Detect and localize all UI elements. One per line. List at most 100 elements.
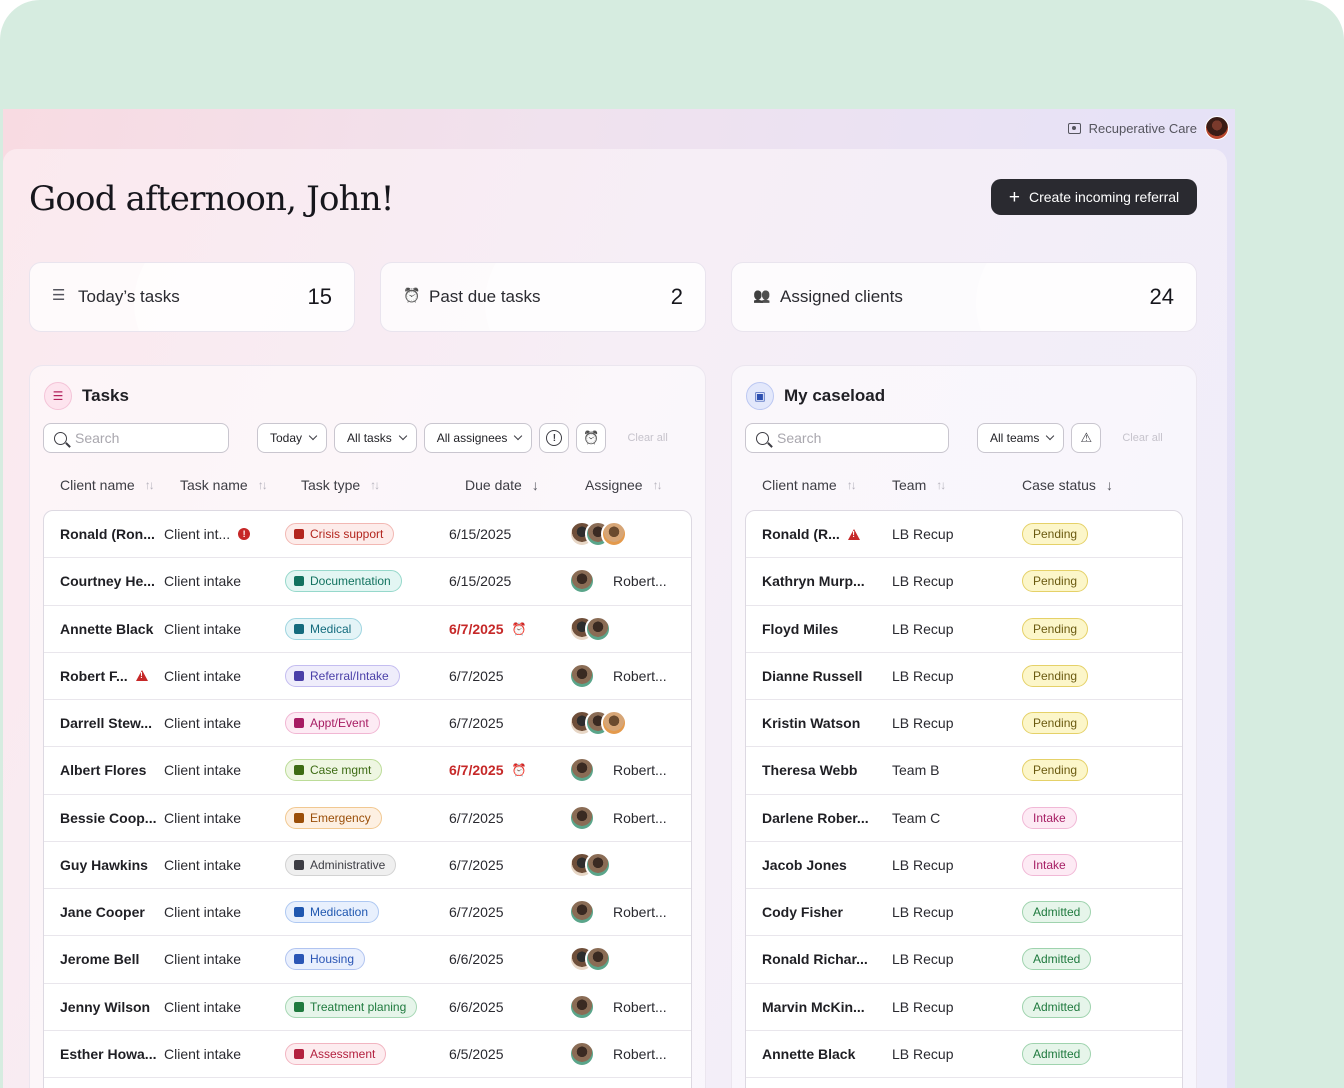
client-name[interactable]: Cody Fisher	[762, 904, 843, 921]
avatar[interactable]	[585, 946, 611, 973]
client-name[interactable]: Ronald Richar...	[762, 951, 868, 968]
tasks-search-input[interactable]: Search	[43, 423, 229, 453]
create-referral-button[interactable]: + Create incoming referral	[991, 179, 1197, 215]
case-status-cell: Pending	[1022, 617, 1162, 640]
table-row[interactable]: Darrell Stew... Client intake Appt/Event 6/…	[44, 700, 691, 748]
client-name[interactable]: Annette Black	[60, 620, 154, 637]
client-name[interactable]: Kathryn Murp...	[762, 573, 865, 590]
table-row[interactable]: Annette Black Client intake Medical 6/7/202…	[44, 606, 691, 653]
avatar[interactable]	[601, 521, 627, 548]
col-task-type[interactable]: Task type ↑↓	[301, 477, 380, 493]
stat-todays-tasks[interactable]: Today’s tasks 15	[29, 262, 355, 332]
table-row[interactable]: Guy Hawkins Client intake Administrative 6/…	[44, 842, 691, 889]
warning-filter-button[interactable]: ⚠	[1071, 423, 1102, 453]
client-name[interactable]: Esther Howa...	[60, 1045, 157, 1062]
client-name[interactable]: Theresa Webb	[762, 762, 858, 779]
avatar[interactable]	[601, 710, 627, 737]
client-name[interactable]: Jerome Bell	[60, 951, 140, 968]
stat-past-due-tasks[interactable]: Past due tasks 2	[380, 262, 706, 332]
table-row[interactable]: Ronald Richar... LB Recup Admitted	[746, 936, 1182, 984]
table-row[interactable]: Jacob Jones LB Recup Intake	[746, 842, 1182, 889]
task-name[interactable]: Client intake	[164, 573, 242, 590]
col-client-name[interactable]: Client name ↑↓	[762, 477, 857, 493]
task-name[interactable]: Client intake	[164, 762, 242, 779]
user-avatar[interactable]	[1205, 116, 1229, 140]
assignee-filter-dropdown[interactable]: All assignees	[423, 423, 533, 453]
avatar[interactable]	[569, 757, 595, 784]
task-name[interactable]: Client intake	[164, 667, 242, 684]
col-assignee[interactable]: Assignee ↑↓	[585, 477, 663, 493]
col-client-name[interactable]: Client name ↑↓	[60, 477, 155, 493]
client-name[interactable]: Bessie Coop...	[60, 809, 157, 826]
client-name[interactable]: Annette Black	[762, 1045, 856, 1062]
caseload-search-input[interactable]: Search	[745, 423, 949, 453]
client-name[interactable]: Dianne Russell	[762, 667, 863, 684]
stat-assigned-clients[interactable]: Assigned clients 24	[731, 262, 1197, 332]
table-row[interactable]: Jenny Wilson Client intake Treatment plani…	[44, 984, 691, 1031]
task-filter-dropdown[interactable]: All tasks	[334, 423, 417, 453]
task-name[interactable]: Client intake	[164, 1045, 242, 1062]
col-due-date[interactable]: Due date ↓	[465, 477, 539, 493]
avatar[interactable]	[569, 804, 595, 831]
task-name[interactable]: Client intake	[164, 620, 242, 637]
table-row[interactable]: Bessie Coop... Client intake Emergency 6/7/…	[44, 795, 691, 842]
org-name[interactable]: Recuperative Care	[1088, 120, 1197, 136]
table-row[interactable]: Robert F... Client intake Referral/Intake 6…	[44, 653, 691, 700]
client-name-cell: Robert F...	[44, 668, 164, 684]
avatar[interactable]	[569, 993, 595, 1020]
task-name[interactable]: Client intake	[164, 856, 242, 873]
client-name[interactable]: Ronald (Ron...	[60, 526, 155, 543]
client-name[interactable]: Guy Hawkins	[60, 856, 148, 873]
client-name[interactable]: Jacob Jones	[762, 856, 847, 873]
client-name[interactable]: Robert F...	[60, 667, 128, 684]
assignee-cell	[569, 946, 679, 973]
team-filter-dropdown[interactable]: All teams	[977, 423, 1065, 453]
table-row[interactable]: Dianne Russell LB Recup Pending	[746, 653, 1182, 700]
table-row[interactable]: Kathryn Murp... LB Recup Pending	[746, 558, 1182, 606]
col-team[interactable]: Team ↑↓	[892, 477, 946, 493]
avatar[interactable]	[569, 899, 595, 926]
table-row[interactable]: Jerome Bell Client intake Housing 6/6/2025	[44, 936, 691, 984]
client-name[interactable]: Darlene Rober...	[762, 809, 869, 826]
table-row[interactable]: Ronald (R... LB Recup Pending	[746, 511, 1182, 559]
client-name[interactable]: Jane Cooper	[60, 904, 145, 921]
table-row[interactable]: Annette Black LB Recup Admitted	[746, 1031, 1182, 1078]
clear-all-button[interactable]: Clear all	[1122, 432, 1163, 444]
alert-filter-button[interactable]: !	[539, 423, 570, 453]
task-name[interactable]: Client int...	[164, 526, 231, 543]
client-name[interactable]: Ronald (R...	[762, 526, 840, 543]
col-task-name[interactable]: Task name ↑↓	[180, 477, 268, 493]
task-name[interactable]: Client intake	[164, 904, 242, 921]
date-filter-dropdown[interactable]: Today	[257, 423, 328, 453]
client-name[interactable]: Marvin McKin...	[762, 998, 865, 1015]
table-row[interactable]: Jane Cooper Client intake Medication 6/7/20…	[44, 889, 691, 937]
clear-all-button[interactable]: Clear all	[627, 432, 668, 444]
client-name[interactable]: Courtney He...	[60, 573, 155, 590]
table-row[interactable]: Cody Fisher LB Recup Admitted	[746, 889, 1182, 937]
avatar[interactable]	[569, 1040, 595, 1067]
client-name[interactable]: Floyd Miles	[762, 620, 839, 637]
client-name[interactable]: Jenny Wilson	[60, 998, 151, 1015]
table-row[interactable]: Floyd Miles LB Recup Pending	[746, 606, 1182, 653]
task-name[interactable]: Client intake	[164, 715, 242, 732]
client-name[interactable]: Darrell Stew...	[60, 715, 153, 732]
col-case-status[interactable]: Case status ↓	[1022, 477, 1113, 493]
table-row[interactable]: Kristin Watson LB Recup Pending	[746, 700, 1182, 748]
avatar[interactable]	[569, 662, 595, 689]
task-name[interactable]: Client intake	[164, 998, 242, 1015]
client-name[interactable]: Albert Flores	[60, 762, 147, 779]
table-row[interactable]: Theresa Webb Team B Pending	[746, 747, 1182, 795]
table-row[interactable]: Courtney He... Client intake Documentation…	[44, 558, 691, 606]
table-row[interactable]: Esther Howa... Client intake Assessment 6/5…	[44, 1031, 691, 1078]
table-row[interactable]: Albert Flores Client intake Case mgmt 6/7/2…	[44, 747, 691, 795]
task-name[interactable]: Client intake	[164, 809, 242, 826]
overdue-filter-button[interactable]: ⏰	[576, 423, 607, 453]
table-row[interactable]: Darlene Rober... Team C Intake	[746, 795, 1182, 842]
avatar[interactable]	[569, 568, 595, 595]
client-name[interactable]: Kristin Watson	[762, 715, 861, 732]
table-row[interactable]: Marvin McKin... LB Recup Admitted	[746, 984, 1182, 1031]
table-row[interactable]: Ronald (Ron... Client int...! Crisis suppo…	[44, 511, 691, 559]
avatar[interactable]	[585, 851, 611, 878]
task-name[interactable]: Client intake	[164, 951, 242, 968]
avatar[interactable]	[585, 615, 611, 642]
